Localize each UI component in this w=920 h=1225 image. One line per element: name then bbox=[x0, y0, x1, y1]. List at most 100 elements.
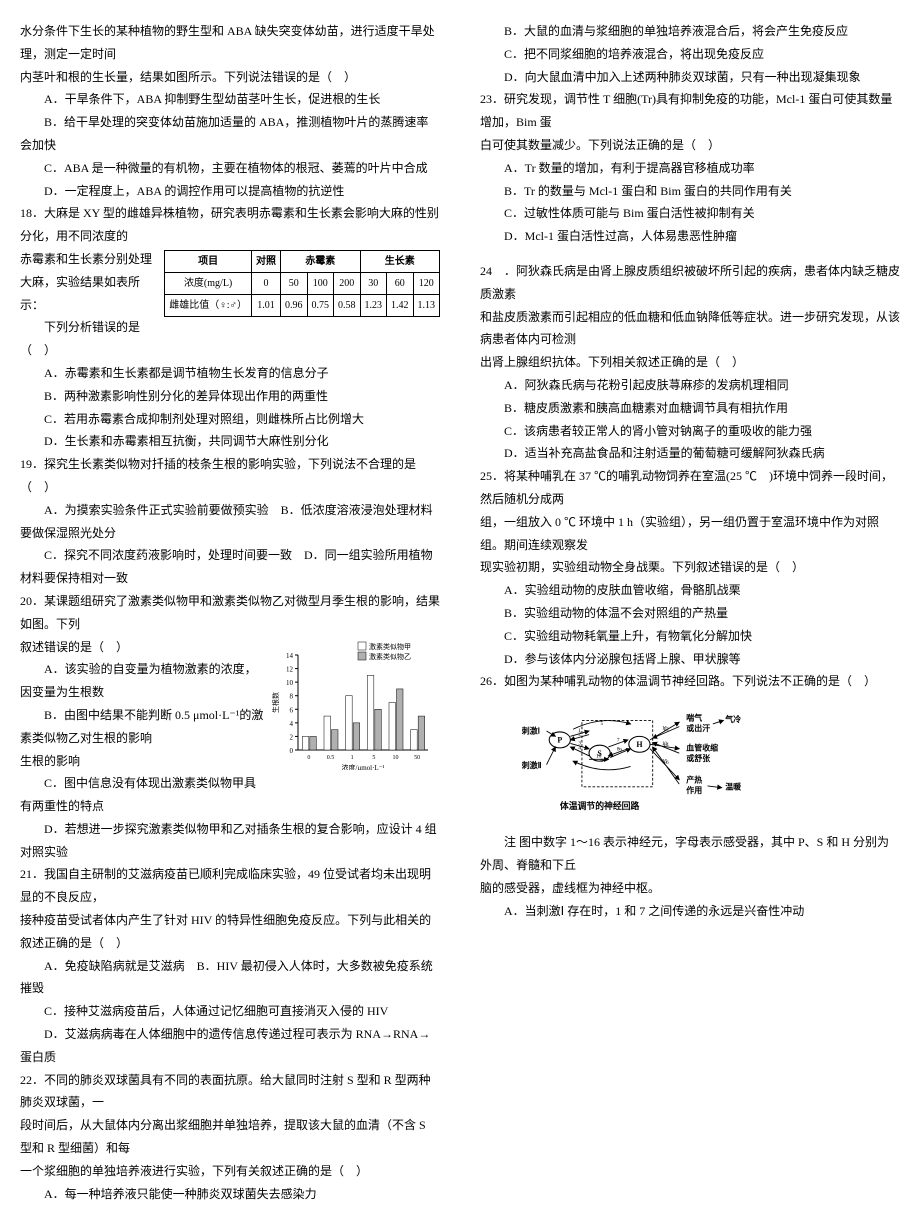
svg-text:2: 2 bbox=[578, 732, 581, 738]
option: C．探究不同浓度药液影响时，处理时间要一致 D．同一组实验所用植物材料要保持相对… bbox=[20, 544, 440, 590]
option: C．把不同浆细胞的培养液混合，将出现免疫反应 bbox=[480, 43, 900, 66]
th: 赤霉素 bbox=[281, 250, 361, 272]
option: D．参与该体内分泌腺包括肾上腺、甲状腺等 bbox=[480, 648, 900, 671]
td: 雌雄比值（♀:♂） bbox=[165, 294, 252, 316]
para: 下列分析错误的是（ ） bbox=[20, 316, 440, 362]
th: 生长素 bbox=[360, 250, 440, 272]
svg-text:作用: 作用 bbox=[686, 785, 702, 795]
para: 出肾上腺组织抗体。下列相关叙述正确的是（ ） bbox=[480, 351, 900, 374]
svg-text:产热: 产热 bbox=[686, 774, 702, 784]
svg-text:10: 10 bbox=[286, 679, 294, 687]
option: A．为摸索实验条件正式实验前要做预实验 B．低浓度溶液浸泡处理材料要做保湿照光处… bbox=[20, 499, 440, 545]
left-column: 水分条件下生长的某种植物的野生型和 ABA 缺失突变体幼苗，进行适度干旱处理，测… bbox=[20, 20, 440, 1205]
note: 脑的感受器，虚线框为神经中枢。 bbox=[480, 877, 900, 900]
option: C．该病患者较正常人的肾小管对钠离子的重吸收的能力强 bbox=[480, 420, 900, 443]
svg-text:H: H bbox=[636, 740, 643, 749]
svg-text:7: 7 bbox=[617, 738, 620, 744]
svg-text:8: 8 bbox=[290, 692, 294, 700]
option: C．过敏性体质可能与 Bim 蛋白活性被抑制有关 bbox=[480, 202, 900, 225]
note: 注 图中数字 1～16 表示神经元，字母表示感受器，其中 P、S 和 H 分别为… bbox=[480, 831, 900, 877]
td: 浓度(mg/L) bbox=[165, 272, 252, 294]
svg-text:气冷: 气冷 bbox=[724, 714, 741, 724]
svg-text:5: 5 bbox=[372, 755, 375, 761]
svg-text:体温调节的神经回路: 体温调节的神经回路 bbox=[560, 800, 640, 811]
option: B．实验组动物的体温不会对照组的产热量 bbox=[480, 602, 900, 625]
svg-text:0.5: 0.5 bbox=[327, 755, 335, 761]
td: 0 bbox=[252, 272, 281, 294]
svg-text:浓度/μmol·L⁻¹: 浓度/μmol·L⁻¹ bbox=[342, 763, 385, 770]
option: B．大鼠的血清与浆细胞的单独培养液混合后，将会产生免疫反应 bbox=[480, 20, 900, 43]
data-table: 项目 对照 赤霉素 生长素 浓度(mg/L) 0 50 100 200 30 6… bbox=[164, 250, 440, 317]
option: D．生长素和赤霉素相互抗衡，共同调节大麻性别分化 bbox=[20, 430, 440, 453]
option: D．若想进一步探究激素类似物甲和乙对插条生根的复合影响，应设计 4 组对照实验 bbox=[20, 818, 440, 864]
option: A．当刺激Ⅰ 存在时，1 和 7 之间传递的永远是兴奋性冲动 bbox=[480, 900, 900, 923]
option: C．ABA 是一种微量的有机物，主要在植物体的根冠、萎蔫的叶片中合成 bbox=[20, 157, 440, 180]
q21: 21．我国自主研制的艾滋病疫苗已顺利完成临床实验，49 位受试者均未出现明显的不… bbox=[20, 863, 440, 909]
option: A．每一种培养液只能使一种肺炎双球菌失去感染力 bbox=[20, 1183, 440, 1206]
svg-text:刺激Ⅰ: 刺激Ⅰ bbox=[521, 726, 540, 736]
option: C．图中信息没有体现出激素类似物甲具有两重性的特点 bbox=[20, 772, 440, 818]
option: A．实验组动物的皮肤血管收缩，骨骼肌战栗 bbox=[480, 579, 900, 602]
td: 1.13 bbox=[413, 294, 440, 316]
q24: 24 ．阿狄森氏病是由肾上腺皮质组织被破坏所引起的疾病，患者体内缺乏糖皮质激素 bbox=[480, 260, 900, 306]
option: D．一定程度上，ABA 的调控作用可以提高植物的抗逆性 bbox=[20, 180, 440, 203]
option: C．实验组动物耗氧量上升，有物氧化分解加快 bbox=[480, 625, 900, 648]
option: C．若用赤霉素合成抑制剂处理对照组，则雌株所占比例增大 bbox=[20, 408, 440, 431]
option: B．Tr 的数量与 Mcl-1 蛋白和 Bim 蛋白的共同作用有关 bbox=[480, 180, 900, 203]
svg-text:P: P bbox=[557, 736, 562, 745]
td: 30 bbox=[360, 272, 387, 294]
svg-text:1: 1 bbox=[351, 755, 354, 761]
svg-text:14: 14 bbox=[286, 652, 294, 660]
td: 50 bbox=[281, 272, 308, 294]
para: 水分条件下生长的某种植物的野生型和 ABA 缺失突变体幼苗，进行适度干旱处理，测… bbox=[20, 20, 440, 66]
option: A．Tr 数量的增加，有利于提高器官移植成功率 bbox=[480, 157, 900, 180]
svg-text:或舒张: 或舒张 bbox=[686, 753, 710, 763]
option: B．给干旱处理的突变体幼苗施加适量的 ABA，推测植物叶片的蒸腾速率会加快 bbox=[20, 111, 440, 157]
svg-text:血管收缩: 血管收缩 bbox=[686, 743, 718, 753]
svg-text:2: 2 bbox=[290, 733, 294, 741]
option: D．向大鼠血清中加入上述两种肺炎双球菌，只有一种出现凝集现象 bbox=[480, 66, 900, 89]
td: 1.42 bbox=[387, 294, 414, 316]
svg-text:9: 9 bbox=[619, 747, 622, 753]
th: 项目 bbox=[165, 250, 252, 272]
svg-text:50: 50 bbox=[414, 755, 420, 761]
q22: 22．不同的肺炎双球菌具有不同的表面抗原。给大鼠同时注射 S 型和 R 型两种肺… bbox=[20, 1069, 440, 1115]
svg-text:4: 4 bbox=[578, 746, 581, 752]
q25: 25．将某种哺乳在 37 ℃的哺乳动物饲养在室温(25 ℃ )环境中饲养一段时间… bbox=[480, 465, 900, 511]
svg-text:0: 0 bbox=[307, 755, 310, 761]
q19: 19．探究生长素类似物对扦插的枝条生根的影响实验，下列说法不合理的是（ ） bbox=[20, 453, 440, 499]
th: 对照 bbox=[252, 250, 281, 272]
para: 组，一组放入 0 ℃ 环境中 1 h（实验组），另一组仍置于室温环境中作为对照组… bbox=[480, 511, 900, 557]
option: A．干旱条件下，ABA 抑制野生型幼苗茎叶生长，促进根的生长 bbox=[20, 88, 440, 111]
svg-text:6: 6 bbox=[290, 706, 294, 714]
option: C．接种艾滋病疫苗后，人体通过记忆细胞可直接消灭入侵的 HIV bbox=[20, 1000, 440, 1023]
svg-text:温暖: 温暖 bbox=[725, 782, 742, 792]
para: 一个浆细胞的单独培养液进行实验，下列有关叙述正确的是（ ） bbox=[20, 1160, 440, 1183]
option: D．艾滋病病毒在人体细胞中的遗传信息传递过程可表示为 RNA→RNA→蛋白质 bbox=[20, 1023, 440, 1069]
q20: 20．某课题组研究了激素类似物甲和激素类似物乙对微型月季生根的影响，结果如图。下… bbox=[20, 590, 440, 636]
option: B．两种激素影响性别分化的差异体现出作用的两重性 bbox=[20, 385, 440, 408]
bar-chart: 02468101214激素类似物甲激素类似物乙00.5151050浓度/μmol… bbox=[270, 640, 440, 770]
para: 内茎叶和根的生长量，结果如图所示。下列说法错误的是（ ） bbox=[20, 66, 440, 89]
option: B．糖皮质激素和胰高血糖素对血糖调节具有相抗作用 bbox=[480, 397, 900, 420]
para: 和盐皮质激素而引起相应的低血糖和低血钠降低等症状。进一步研究发现，从该病患者体内… bbox=[480, 306, 900, 352]
td: 100 bbox=[307, 272, 334, 294]
svg-text:10: 10 bbox=[393, 755, 399, 761]
q26: 26．如图为某种哺乳动物的体温调节神经回路。下列说法不正确的是（ ） bbox=[480, 670, 900, 693]
svg-text:12: 12 bbox=[663, 727, 669, 733]
td: 1.23 bbox=[360, 294, 387, 316]
td: 60 bbox=[387, 272, 414, 294]
para: 白可使其数量减少。下列说法正确的是（ ） bbox=[480, 134, 900, 157]
option: A．阿狄森氏病与花粉引起皮肤荨麻疹的发病机理相同 bbox=[480, 374, 900, 397]
flowchart-diagram: PSH刺激Ⅰ刺激Ⅱ13427856910111315121416喘气或出汗气冷血… bbox=[520, 697, 750, 827]
option: D．适当补充高盐食品和注射适量的葡萄糖可缓解阿狄森氏病 bbox=[480, 442, 900, 465]
svg-text:刺激Ⅱ: 刺激Ⅱ bbox=[521, 760, 542, 770]
svg-text:10: 10 bbox=[596, 754, 602, 760]
para: 接种疫苗受试者体内产生了针对 HIV 的特异性细胞免疫反应。下列与此相关的叙述正… bbox=[20, 909, 440, 955]
option: A．免疫缺陷病就是艾滋病 B．HIV 最初侵入人体时，大多数被免疫系统摧毁 bbox=[20, 955, 440, 1001]
td: 200 bbox=[334, 272, 361, 294]
td: 1.01 bbox=[252, 294, 281, 316]
option: A．赤霉素和生长素都是调节植物生长发育的信息分子 bbox=[20, 362, 440, 385]
td: 120 bbox=[413, 272, 440, 294]
para: 现实验初期，实验组动物全身战栗。下列叙述错误的是（ ） bbox=[480, 556, 900, 579]
